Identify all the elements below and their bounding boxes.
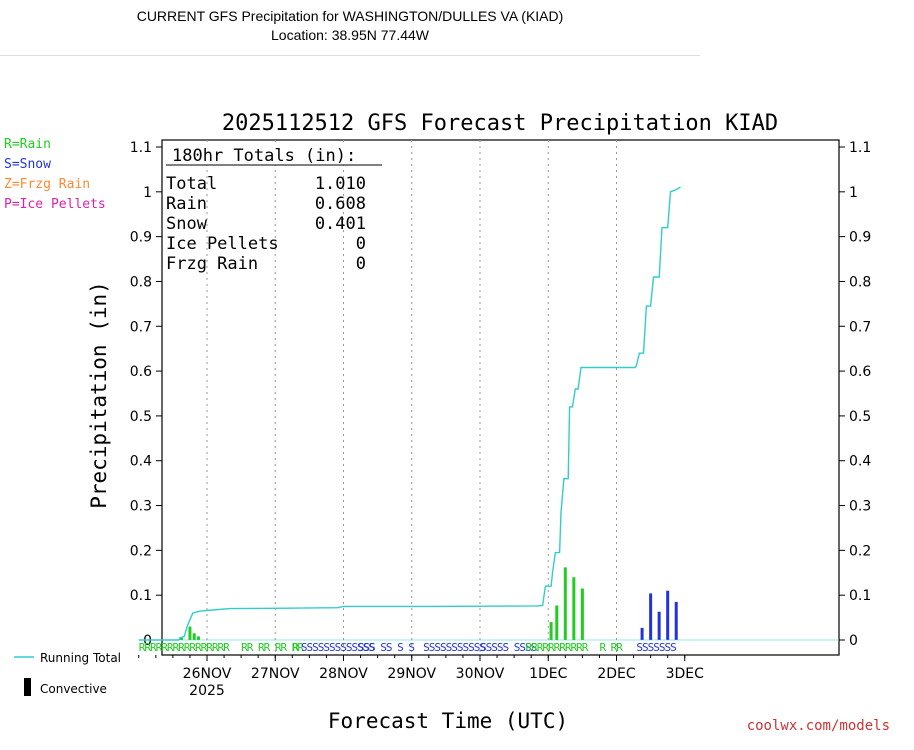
header-title: CURRENT GFS Precipitation for WASHINGTON… [136,8,564,24]
x-tick-label: 26NOV [183,666,232,682]
totals-box: 180hr Totals (in): Total 1.010 Rain 0.60… [166,143,382,274]
x-tick-label: 2DEC [597,666,636,682]
ptype-strip-snow: SSSSS SSSS [480,641,537,654]
totals-value-frzg: 0 [356,254,366,274]
ptype-legend-snow: S=Snow [4,157,51,172]
ptype-strip: RRRRRRRRRRRRRRRR RR RR RR RRR SSSSSSSSSSSS… [139,641,677,654]
rain-bar [549,622,553,640]
ptype-strip-snow: SSS SS S S [358,641,415,654]
series-legend: Running Total Convective [14,651,121,696]
snow-bar [649,593,653,640]
snow-bar [674,601,678,640]
y-tick-label-right: 1.1 [849,140,871,156]
totals-label-ice: Ice Pellets [166,234,279,254]
chart-title: 2025112512 GFS Forecast Precipitation KI… [222,111,778,136]
rain-bar [555,605,559,640]
x-tick-label: 27NOV [251,666,300,682]
rain-bar [580,588,584,640]
y-tick-label-right: 0.2 [849,543,871,559]
convective-legend-swatch [24,678,31,696]
precip-bars [179,567,678,640]
rain-bar [192,633,196,640]
y-tick-label-right: 1 [849,185,858,201]
y-tick-label-left: 0.2 [130,543,152,559]
y-tick-label-right: 0.4 [849,454,871,470]
y-tick-label-left: 0.5 [130,409,152,425]
totals-label-rain: Rain [166,194,207,214]
watermark: coolwx.com/models [747,718,890,734]
totals-heading-bg [166,143,382,165]
x-axis-label: Forecast Time (UTC) [328,709,568,733]
x-tick-sublabel: 2025 [189,683,225,699]
y-tick-label-right: 0.9 [849,230,871,246]
convective-legend-label: Convective [40,682,107,696]
rain-bar [188,626,192,640]
ptype-strip-snow: SSSSSSS [636,641,676,654]
snow-bar [666,590,670,640]
totals-heading: 180hr Totals (in): [172,146,356,166]
y-tick-label-left: 0 [143,633,152,649]
y-tick-label-right: 0.8 [849,274,871,290]
running-total-series [138,186,839,641]
y-tick-label-left: 0.9 [130,230,152,246]
rain-bar [179,637,183,640]
ptype-strip-rain: RRRRRRRRRRR [526,641,589,654]
ptype-strip-rain: R RR [599,641,623,654]
rain-bar [563,567,567,640]
totals-value-ice: 0 [356,234,366,254]
y-tick-label-left: 1 [143,185,152,201]
rain-bar [196,636,200,640]
x-tick-label: 28NOV [319,666,368,682]
y-tick-label-left: 1.1 [130,140,152,156]
header-location: Location: 38.95N 77.44W [271,27,429,43]
y-tick-label-left: 0.6 [130,364,152,380]
y-ticks: 0 00.1 0.10.2 0.20.3 0.30.4 0.40.5 0.50.6 0.60.… [130,140,872,649]
y-tick-label-left: 0.7 [130,319,152,335]
running-total-legend-label: Running Total [40,651,121,665]
y-axis-label: Precipitation (in) [87,281,111,509]
totals-value-snow: 0.401 [315,214,366,234]
ptype-strip-rain: RRRRRRRRRRRRRRRR [139,641,230,654]
ptype-strip-rain: RR RR RR RR [241,641,304,654]
y-tick-label-right: 0 [849,633,858,649]
y-tick-label-right: 0.1 [849,588,871,604]
x-tick-label: 30NOV [456,666,505,682]
y-tick-label-right: 0.7 [849,319,871,335]
page-header: CURRENT GFS Precipitation for WASHINGTON… [0,0,700,56]
ptype-legend-ice: P=Ice Pellets [4,197,106,212]
x-tick-label: 1DEC [529,666,568,682]
ptype-legend-rain: R=Rain [4,137,51,152]
snow-bar [640,627,644,640]
totals-value-rain: 0.608 [315,194,366,214]
ptype-legend-frzg: Z=Frzg Rain [4,177,90,192]
totals-label-snow: Snow [166,214,208,234]
totals-label-frzg: Frzg Rain [166,254,258,274]
x-tick-label: 3DEC [666,666,705,682]
rain-bar [572,577,576,640]
y-tick-label-right: 0.3 [849,499,871,515]
totals-value-total: 1.010 [315,174,366,194]
ptype-strip-snow: SSSSSSSSSSS [423,641,485,654]
snow-bar [657,611,661,640]
ptype-strip-rain: R [292,641,299,654]
y-tick-label-left: 0.3 [130,499,152,515]
ptype-strip-snow: SSSSSSSSSSSSS [301,641,374,654]
y-tick-label-left: 0.8 [130,274,152,290]
plot-frame [161,139,840,656]
y-tick-label-left: 0.1 [130,588,152,604]
x-tick-label: 29NOV [387,666,436,682]
y-tick-label-right: 0.6 [849,364,871,380]
y-tick-label-left: 0.4 [130,454,152,470]
y-tick-label-right: 0.5 [849,409,871,425]
grid-lines [206,140,617,655]
totals-label-total: Total [166,174,217,194]
ptype-legend: R=Rain S=Snow Z=Frzg Rain P=Ice Pellets [4,137,106,212]
running-total-line [138,186,681,641]
